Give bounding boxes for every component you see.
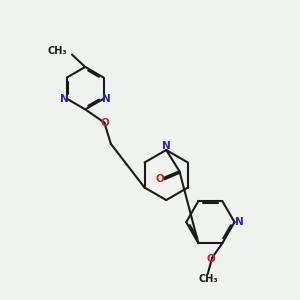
- Text: O: O: [156, 174, 164, 184]
- Text: N: N: [102, 94, 110, 104]
- Text: O: O: [100, 118, 109, 128]
- Text: CH₃: CH₃: [199, 274, 218, 284]
- Text: N: N: [235, 217, 243, 227]
- Text: CH₃: CH₃: [47, 46, 67, 56]
- Text: O: O: [207, 254, 216, 264]
- Text: N: N: [60, 94, 69, 104]
- Text: N: N: [162, 141, 171, 151]
